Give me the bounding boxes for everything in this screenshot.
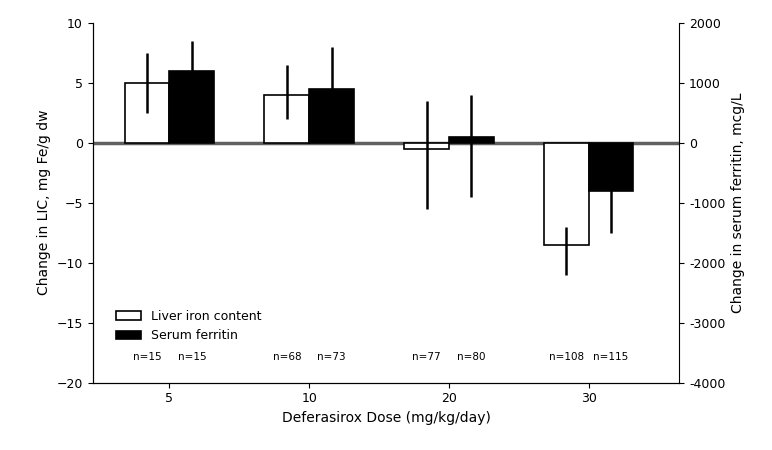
X-axis label: Deferasirox Dose (mg/kg/day): Deferasirox Dose (mg/kg/day) — [282, 411, 490, 425]
Text: n=15: n=15 — [178, 352, 206, 363]
Bar — [309, 89, 354, 143]
Text: n=15: n=15 — [133, 352, 161, 363]
Y-axis label: Change in LIC, mg Fe/g dw: Change in LIC, mg Fe/g dw — [37, 110, 51, 295]
Text: n=115: n=115 — [594, 352, 628, 363]
Text: n=68: n=68 — [273, 352, 301, 363]
Bar — [170, 71, 214, 143]
Text: n=73: n=73 — [317, 352, 346, 363]
Text: n=108: n=108 — [549, 352, 584, 363]
Text: n=77: n=77 — [412, 352, 441, 363]
Bar — [405, 143, 449, 148]
Bar — [125, 82, 170, 143]
Text: n=80: n=80 — [457, 352, 486, 363]
Legend: Liver iron content, Serum ferritin: Liver iron content, Serum ferritin — [110, 305, 266, 347]
Bar — [265, 94, 309, 143]
Y-axis label: Change in serum ferritin, mcg/L: Change in serum ferritin, mcg/L — [731, 92, 745, 313]
Bar — [588, 143, 633, 190]
Bar — [449, 136, 493, 143]
Bar — [543, 143, 588, 244]
